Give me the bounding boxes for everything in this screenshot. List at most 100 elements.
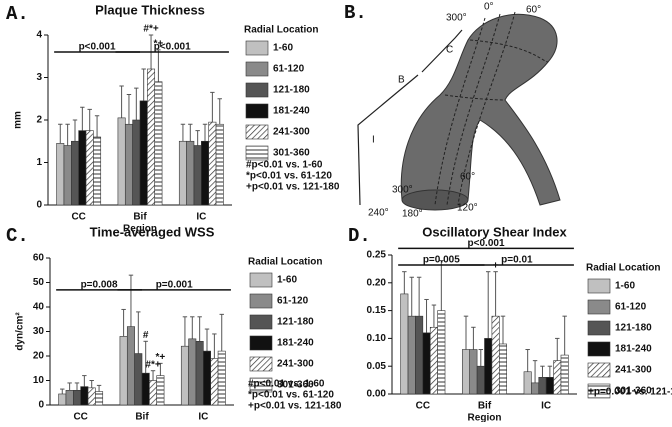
bracket-label: p<0.001 [79, 42, 116, 53]
legend-swatch [245, 103, 269, 119]
legend-label: 241-300 [277, 359, 314, 370]
footnote: *p<0.01 vs. 61-120 [248, 390, 334, 401]
y-tick-label: 30 [33, 326, 45, 337]
significance-mark: # [143, 330, 149, 341]
panel-label: D. [348, 225, 371, 247]
x-tick-label: Bif [135, 412, 149, 422]
bar [208, 121, 217, 206]
bracket-label: p=0.005 [423, 255, 460, 266]
legend-swatch [249, 335, 273, 351]
bar [65, 389, 74, 406]
bar [58, 393, 67, 406]
bar [149, 380, 158, 406]
x-tick-label: IC [198, 412, 208, 422]
legend-label: 121-180 [277, 317, 314, 328]
y-tick-label: 50 [33, 277, 45, 288]
segment-bracket [357, 74, 419, 206]
bar [469, 349, 478, 395]
bar [461, 349, 470, 395]
x-tick-label: CC [71, 212, 85, 223]
bar [407, 315, 416, 395]
legend-swatch [249, 377, 273, 393]
bar [147, 68, 156, 206]
bar [119, 336, 128, 406]
footnote: +p=0.001 vs. 121-180 [588, 387, 672, 398]
radial-lines [434, 11, 549, 206]
bar [73, 389, 81, 406]
legend-swatch [245, 145, 269, 161]
x-tick-label: Bif [133, 212, 147, 223]
angle-label: 60° [526, 5, 541, 16]
legend-swatch [245, 124, 269, 140]
legend-label: 61-120 [277, 296, 309, 307]
bracket-label: p=0.01 [501, 255, 533, 266]
bar [93, 136, 102, 206]
bar [124, 123, 133, 206]
legend-swatch [587, 362, 611, 378]
legend-swatch [587, 341, 611, 357]
legend-swatch [249, 356, 273, 372]
x-tick-label: IC [541, 401, 551, 412]
legend-label: 181-240 [615, 344, 652, 355]
bracket-label: p<0.001 [154, 42, 191, 53]
angle-label: 240° [368, 208, 389, 219]
bar [400, 293, 409, 395]
bar [156, 375, 165, 406]
legend-label: 61-120 [273, 64, 305, 75]
x-tick-label: Bif [478, 401, 492, 412]
vessel [400, 14, 561, 210]
legend-label: 241-300 [273, 127, 310, 138]
legend-label: 61-120 [615, 302, 647, 313]
legend-swatch [587, 383, 611, 399]
bar [429, 326, 438, 395]
bar [538, 377, 547, 395]
bar [215, 123, 224, 206]
legend-label: 121-180 [273, 85, 310, 96]
bar [523, 371, 532, 395]
bracket-label: p=0.001 [156, 279, 193, 290]
x-axis-label: Region [468, 413, 502, 422]
legend-title: Radial Location [244, 25, 318, 36]
bar [132, 119, 141, 206]
bar [85, 130, 94, 206]
y-tick-label: 60 [33, 253, 45, 264]
bar [193, 145, 202, 206]
legend-swatch [245, 40, 269, 56]
x-tick-label: IC [196, 212, 206, 223]
bar [195, 340, 204, 406]
angle-label: 300° [446, 13, 467, 24]
legend-title: Radial Location [586, 263, 660, 274]
significance-mark: + [493, 260, 499, 271]
segment-label: C [446, 45, 453, 56]
bar [56, 143, 65, 206]
y-tick-label: 40 [33, 302, 45, 313]
angle-label: 300° [392, 185, 413, 196]
bar [422, 332, 431, 395]
chart-title: Oscillatory Shear Index [422, 224, 567, 239]
bar [201, 140, 209, 206]
bar [71, 140, 79, 206]
segment-label: I [372, 135, 375, 146]
legend-swatch [245, 82, 269, 98]
panel-label: A. [6, 3, 29, 25]
bar [80, 386, 89, 406]
bar [63, 145, 72, 206]
legend-label: 1-60 [273, 43, 293, 54]
bar [141, 372, 150, 406]
segment-label: B [398, 75, 405, 86]
significance-mark: #*+ [145, 359, 160, 370]
legend-label: 181-240 [273, 106, 310, 117]
legend-label: 241-300 [615, 365, 652, 376]
footnote: +p<0.01 vs. 121-180 [248, 401, 342, 412]
vessel-end [401, 189, 469, 211]
bar [531, 382, 540, 395]
y-axis-label: mm [13, 111, 24, 129]
legend-swatch [249, 314, 273, 330]
bracket-label: p=0.008 [81, 279, 118, 290]
footnote: #p<0.01 vs. 1-60 [248, 379, 325, 390]
legend-label: 181-240 [277, 338, 314, 349]
bar [498, 343, 507, 395]
significance-mark: *+ [154, 39, 164, 50]
legend-label: 301-360 [615, 386, 652, 397]
bar [476, 365, 485, 395]
